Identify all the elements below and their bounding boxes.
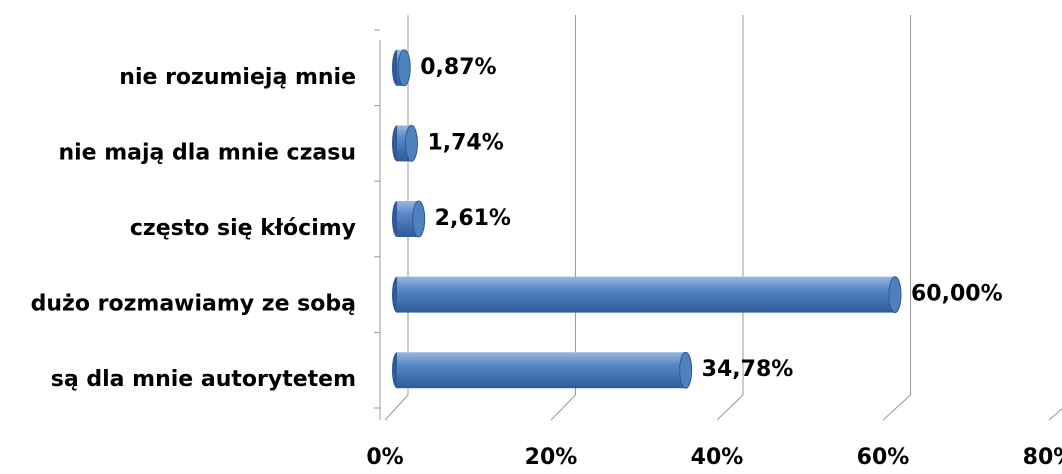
value-label: 34,78%	[702, 357, 794, 382]
bar-cap	[412, 200, 426, 238]
x-tick-label: 40%	[691, 445, 744, 470]
grid-line	[716, 15, 744, 421]
grid-line	[550, 15, 576, 421]
grid-line	[882, 15, 911, 421]
value-label: 2,61%	[435, 206, 511, 231]
bar	[397, 276, 895, 313]
value-label: 1,74%	[427, 130, 503, 155]
bar-cap	[397, 49, 411, 87]
category-label: nie mają dla mnie czasu	[58, 140, 356, 165]
category-label: dużo rozmawiamy ze sobą	[31, 292, 356, 317]
bar-cap	[404, 124, 418, 162]
bar-cap	[888, 276, 902, 314]
x-tick-label: 20%	[525, 445, 578, 470]
bar-cap	[679, 351, 693, 389]
bar	[397, 352, 686, 389]
grid-line	[1048, 408, 1062, 421]
value-label: 60,00%	[911, 282, 1003, 307]
category-label: często się kłócimy	[130, 216, 356, 241]
category-label: nie rozumieją mnie	[119, 65, 356, 90]
value-label: 0,87%	[420, 55, 496, 80]
x-tick-label: 0%	[366, 445, 403, 470]
x-tick-label: 60%	[857, 445, 910, 470]
x-tick-label: 80%	[1023, 445, 1062, 470]
category-label: są dla mnie autorytetem	[51, 367, 356, 392]
